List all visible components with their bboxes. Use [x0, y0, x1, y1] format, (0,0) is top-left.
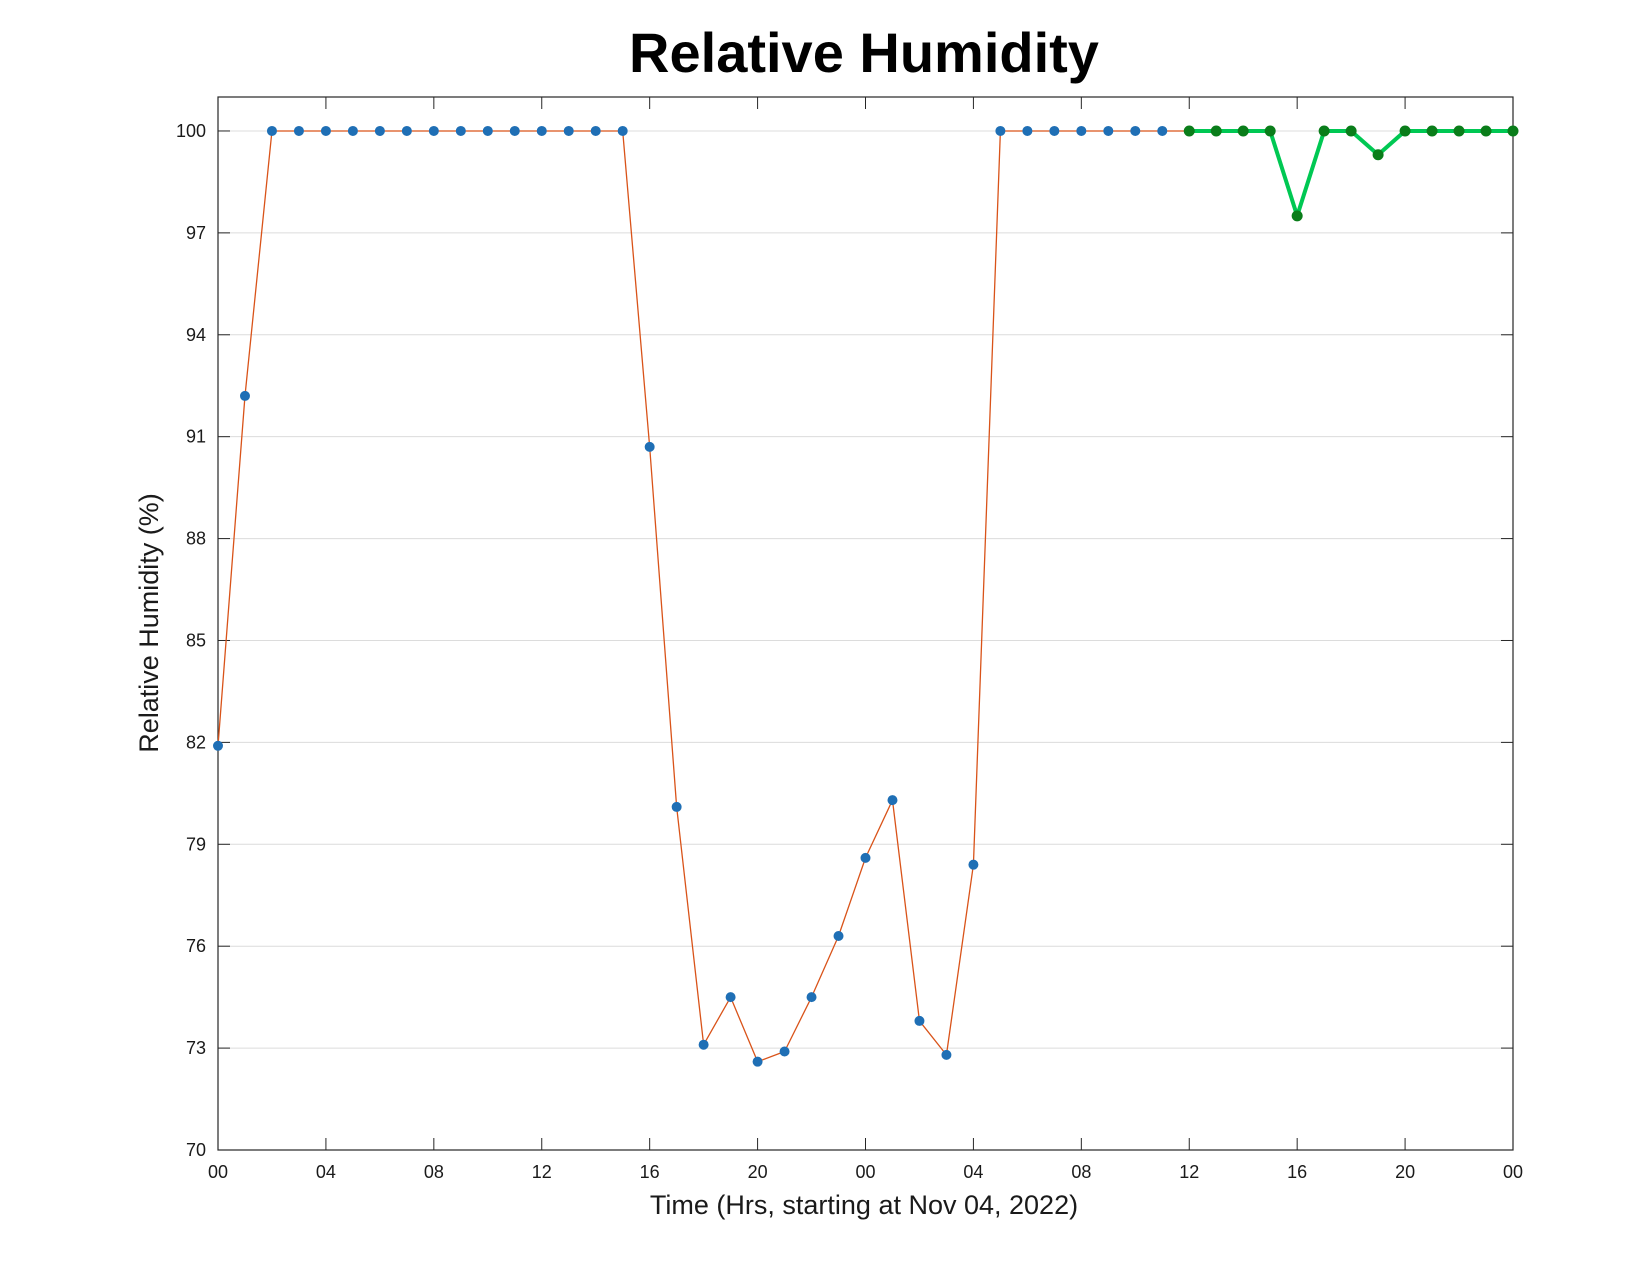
- data-point-1: [347, 125, 358, 136]
- data-point-1: [320, 125, 331, 136]
- axis-ticks: 70 73 76 79 82 85 88 91 94 97 100 00 04 08 12 16 20 00 04 0…: [176, 97, 1523, 1182]
- data-point-1: [806, 992, 817, 1003]
- x-tick-label: 00: [208, 1162, 228, 1182]
- data-point-1: [1157, 125, 1168, 136]
- x-tick-label: 12: [532, 1162, 552, 1182]
- data-point-2: [1183, 125, 1195, 137]
- chart-title: Relative Humidity: [629, 21, 1099, 84]
- data-point-1: [752, 1056, 763, 1067]
- y-tick-label: 94: [186, 325, 206, 345]
- y-tick-label: 85: [186, 630, 206, 650]
- data-point-1: [833, 931, 844, 942]
- data-point-1: [239, 390, 250, 401]
- x-tick-label: 16: [1287, 1162, 1307, 1182]
- data-point-1: [644, 441, 655, 452]
- data-point-1: [1049, 125, 1060, 136]
- y-tick-label: 88: [186, 529, 206, 549]
- y-tick-label: 79: [186, 834, 206, 854]
- data-point-1: [860, 852, 871, 863]
- x-tick-label: 20: [748, 1162, 768, 1182]
- data-point-2: [1426, 125, 1438, 137]
- data-point-1: [671, 801, 682, 812]
- data-point-2: [1480, 125, 1492, 137]
- data-point-1: [266, 125, 277, 136]
- data-point-1: [213, 740, 223, 751]
- data-point-1: [1130, 125, 1141, 136]
- data-point-1: [725, 992, 736, 1003]
- x-tick-label: 00: [1503, 1162, 1523, 1182]
- data-point-1: [455, 125, 466, 136]
- x-tick-label: 04: [316, 1162, 336, 1182]
- data-point-1: [1103, 125, 1114, 136]
- data-point-2: [1237, 125, 1249, 137]
- x-tick-label: 08: [1071, 1162, 1091, 1182]
- x-axis-title: Time (Hrs, starting at Nov 04, 2022): [650, 1190, 1078, 1220]
- y-tick-label: 100: [176, 121, 206, 141]
- data-point-1: [482, 125, 493, 136]
- y-tick-label: 91: [186, 427, 206, 447]
- data-point-1: [536, 125, 547, 136]
- x-tick-label: 20: [1395, 1162, 1415, 1182]
- data-point-1: [509, 125, 520, 136]
- data-point-1: [590, 125, 601, 136]
- y-tick-label: 73: [186, 1038, 206, 1058]
- data-point-1: [1022, 125, 1033, 136]
- y-tick-label: 97: [186, 223, 206, 243]
- y-tick-label: 82: [186, 732, 206, 752]
- data-point-1: [941, 1049, 952, 1060]
- y-axis-title: Relative Humidity (%): [134, 493, 164, 753]
- data-point-1: [374, 125, 385, 136]
- data-point-2: [1507, 125, 1519, 137]
- data-point-2: [1453, 125, 1465, 137]
- series-line-2: [1189, 128, 1513, 218]
- data-point-2: [1345, 125, 1357, 137]
- plot-area-frame: [217, 96, 1514, 1151]
- data-point-1: [698, 1039, 709, 1050]
- x-tick-label: 08: [424, 1162, 444, 1182]
- x-tick-label: 16: [640, 1162, 660, 1182]
- x-tick-label: 00: [855, 1162, 875, 1182]
- data-point-1: [401, 125, 412, 136]
- data-point-1: [779, 1046, 790, 1057]
- data-point-1: [293, 125, 304, 136]
- data-point-1: [1076, 125, 1087, 136]
- y-tick-label: 76: [186, 936, 206, 956]
- data-point-2: [1318, 125, 1330, 137]
- data-point-2: [1291, 210, 1303, 222]
- data-point-1: [428, 125, 439, 136]
- y-tick-label: 70: [186, 1140, 206, 1160]
- data-point-2: [1399, 125, 1411, 137]
- data-point-1: [968, 859, 979, 870]
- data-point-1: [995, 125, 1006, 136]
- data-point-1: [563, 125, 574, 136]
- x-tick-label: 04: [963, 1162, 983, 1182]
- data-point-2: [1210, 125, 1222, 137]
- series-line-1: [217, 130, 1190, 1063]
- grid-lines: [218, 130, 1513, 1151]
- x-tick-label: 12: [1179, 1162, 1199, 1182]
- data-point-2: [1264, 125, 1276, 137]
- data-point-1: [617, 125, 628, 136]
- data-point-1: [887, 795, 898, 806]
- data-point-1: [914, 1015, 925, 1026]
- data-point-2: [1372, 149, 1384, 161]
- data-series: [213, 125, 1519, 1067]
